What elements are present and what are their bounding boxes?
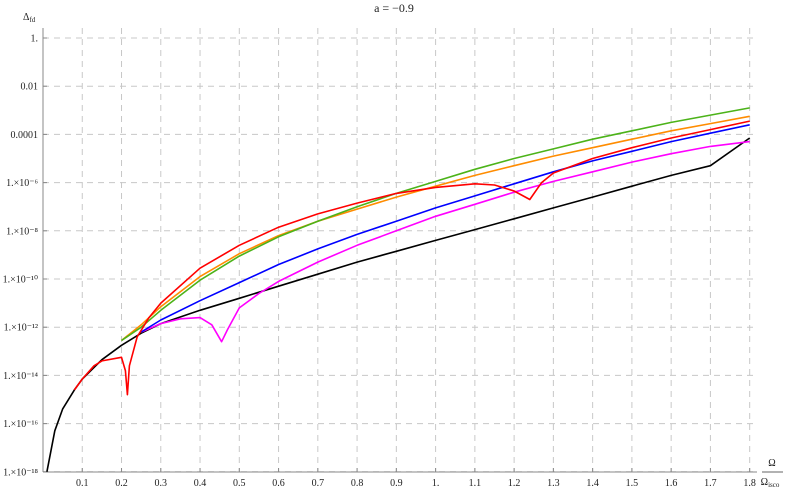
- x-tick-label: 0.9: [390, 478, 403, 489]
- x-tick-label: 0.5: [233, 478, 246, 489]
- x-tick-label: 0.3: [155, 478, 168, 489]
- axes: [42, 28, 757, 473]
- x-tick-label: 1.7: [704, 478, 717, 489]
- y-tick-label: 0.01: [21, 82, 39, 93]
- series-orange: [121, 115, 750, 342]
- y-tick-label: 1.×10⁻¹⁶: [3, 419, 38, 430]
- y-tick-label: 1.×10⁻¹²: [4, 323, 38, 334]
- y-tick-label: 1.×10⁻⁸: [6, 226, 38, 237]
- series-black: [46, 137, 751, 472]
- x-tick-label: 0.7: [312, 478, 325, 489]
- series-red: [73, 120, 750, 396]
- series-blue: [140, 124, 750, 333]
- y-tick-label: 1.×10⁻¹⁴: [3, 371, 38, 382]
- y-axis-ticks: 1. 0.01 0.0001 1.×10⁻⁶ 1.×10⁻⁸ 1.×10⁻¹⁰ 1.×10⁻…: [3, 34, 47, 478]
- x-tick-label: 1.: [432, 478, 440, 489]
- y-tick-label: 1.×10⁻⁶: [6, 178, 38, 189]
- y-axis-label: Δfd: [23, 12, 36, 24]
- x-tick-label: 0.2: [115, 478, 128, 489]
- data-series: [46, 107, 751, 472]
- x-tick-label: 0.8: [351, 478, 364, 489]
- x-tick-label: 1.8: [743, 478, 756, 489]
- x-axis-label: Ω Ωisco: [761, 458, 783, 489]
- y-tick-label: 1.×10⁻¹⁰: [3, 275, 38, 286]
- x-tick-label: 1.1: [469, 478, 482, 489]
- x-tick-label: 0.1: [76, 478, 89, 489]
- series-green: [121, 107, 750, 342]
- x-tick-label: 0.4: [194, 478, 207, 489]
- svg-text:Ωisco: Ωisco: [761, 477, 780, 489]
- y-tick-label: 0.0001: [11, 130, 39, 141]
- chart-title: a = −0.9: [374, 1, 414, 15]
- x-tick-label: 1.2: [508, 478, 521, 489]
- y-tick-label: 1.×10⁻¹⁸: [3, 467, 38, 478]
- series-magenta: [140, 140, 750, 343]
- x-axis-ticks: 0.1 0.2 0.3 0.4 0.5 0.6 0.7 0.8 0.9 1. 1.1 1.2 1.3 1.…: [76, 468, 756, 489]
- x-tick-label: 0.6: [272, 478, 285, 489]
- x-tick-label: 1.6: [665, 478, 678, 489]
- x-tick-label: 1.3: [547, 478, 560, 489]
- y-tick-label: 1.: [31, 34, 39, 45]
- x-tick-label: 1.4: [586, 478, 599, 489]
- svg-text:Ω: Ω: [768, 458, 775, 469]
- x-tick-label: 1.5: [626, 478, 639, 489]
